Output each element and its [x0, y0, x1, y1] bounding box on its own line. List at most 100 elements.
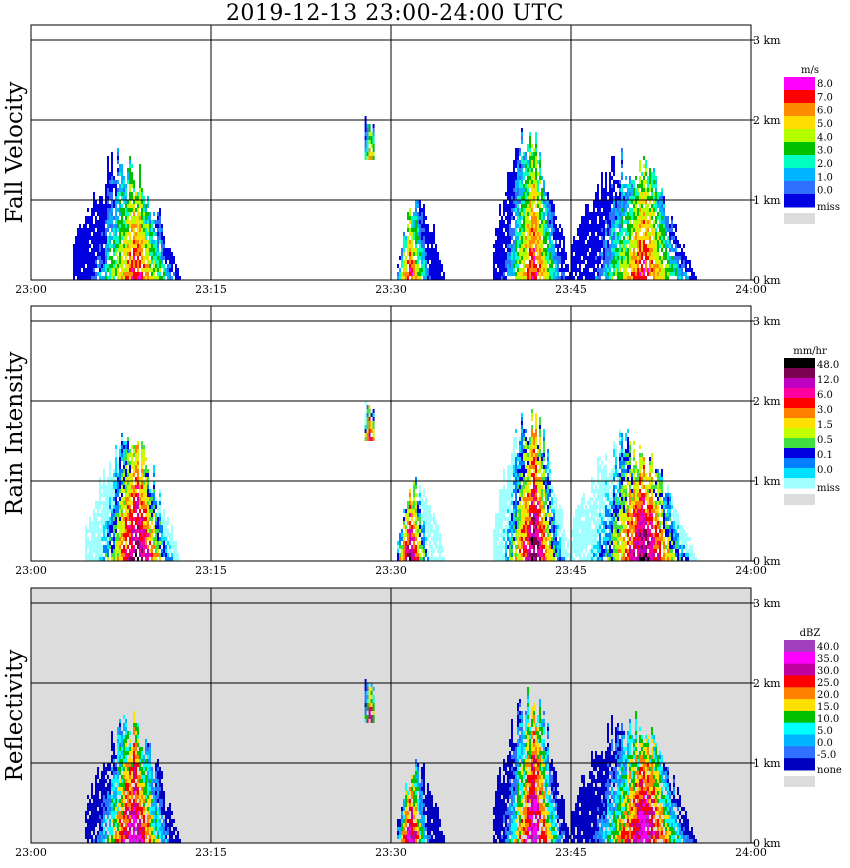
- echo-cell: [505, 228, 507, 232]
- echo-cell: [527, 204, 529, 208]
- echo-cell: [119, 264, 121, 268]
- echo-cell: [559, 224, 561, 228]
- echo-cell: [499, 248, 501, 252]
- echo-cell: [537, 533, 539, 537]
- echo-cell: [93, 264, 95, 268]
- echo-cell: [549, 537, 551, 541]
- echo-cell: [147, 549, 149, 553]
- echo-cell: [125, 457, 127, 461]
- echo-cell: [665, 216, 667, 220]
- echo-cell: [641, 200, 643, 204]
- echo-cell: [611, 248, 613, 252]
- echo-cell: [531, 144, 533, 148]
- echo-cell: [661, 232, 663, 236]
- echo-cell: [137, 521, 139, 525]
- echo-cell: [515, 152, 517, 156]
- echo-cell: [105, 236, 107, 240]
- echo-cell: [419, 529, 421, 533]
- echo-cell: [661, 236, 663, 240]
- echo-cell: [413, 248, 415, 252]
- echo-cell: [651, 188, 653, 192]
- echo-cell: [499, 545, 501, 549]
- echo-cell: [405, 541, 407, 545]
- echo-cell: [115, 220, 117, 224]
- echo-cell: [525, 457, 527, 461]
- echo-cell: [79, 224, 81, 228]
- echo-cell: [105, 537, 107, 541]
- echo-cell: [147, 260, 149, 264]
- echo-cell: [403, 553, 405, 557]
- echo-cell: [423, 228, 425, 232]
- echo-cell: [613, 164, 615, 168]
- echo-cell: [113, 501, 115, 505]
- echo-cell: [523, 244, 525, 248]
- echo-cell: [521, 212, 523, 216]
- echo-cell: [103, 513, 105, 517]
- echo-cell: [113, 481, 115, 485]
- echo-cell: [427, 236, 429, 240]
- echo-cell: [403, 268, 405, 272]
- echo-cell: [173, 553, 175, 557]
- echo-cell: [549, 220, 551, 224]
- echo-cell: [111, 200, 113, 204]
- echo-cell: [405, 557, 407, 561]
- echo-cell: [517, 268, 519, 272]
- echo-cell: [517, 264, 519, 268]
- echo-cell: [401, 549, 403, 553]
- echo-cell: [517, 204, 519, 208]
- echo-cell: [421, 549, 423, 553]
- echo-cell: [549, 513, 551, 517]
- echo-cell: [659, 260, 661, 264]
- echo-cell: [561, 276, 563, 280]
- echo-cell: [415, 513, 417, 517]
- echo-cell: [635, 256, 637, 260]
- echo-cell: [169, 557, 171, 561]
- echo-cell: [587, 276, 589, 280]
- echo-cell: [601, 184, 603, 188]
- echo-cell: [107, 505, 109, 509]
- echo-cell: [131, 268, 133, 272]
- echo-cell: [555, 513, 557, 517]
- echo-cell: [409, 256, 411, 260]
- echo-cell: [613, 268, 615, 272]
- echo-cell: [515, 264, 517, 268]
- echo-cell: [97, 501, 99, 505]
- echo-cell: [627, 252, 629, 256]
- echo-cell: [125, 268, 127, 272]
- echo-cell: [411, 260, 413, 264]
- echo-cell: [419, 224, 421, 228]
- echo-cell: [93, 192, 95, 196]
- echo-cell: [115, 529, 117, 533]
- echo-cell: [643, 236, 645, 240]
- echo-cell: [157, 232, 159, 236]
- echo-cell: [411, 549, 413, 553]
- echo-cell: [631, 260, 633, 264]
- echo-cell: [115, 469, 117, 473]
- echo-cell: [631, 264, 633, 268]
- echo-cell: [507, 184, 509, 188]
- echo-cell: [423, 208, 425, 212]
- echo-cell: [519, 493, 521, 497]
- echo-cell: [681, 264, 683, 268]
- echo-cell: [573, 276, 575, 280]
- echo-cell: [119, 513, 121, 517]
- echo-cell: [547, 244, 549, 248]
- echo-cell: [535, 517, 537, 521]
- echo-cell: [527, 192, 529, 196]
- colorbar-swatch: [784, 181, 815, 195]
- echo-cell: [167, 529, 169, 533]
- echo-cell: [155, 224, 157, 228]
- echo-cell: [521, 505, 523, 509]
- echo-cell: [597, 200, 599, 204]
- echo-cell: [93, 196, 95, 200]
- echo-cell: [93, 244, 95, 248]
- echo-cell: [533, 188, 535, 192]
- echo-cell: [515, 553, 517, 557]
- echo-cell: [533, 465, 535, 469]
- echo-cell: [153, 212, 155, 216]
- echo-cell: [539, 252, 541, 256]
- echo-cell: [539, 521, 541, 525]
- echo-cell: [525, 152, 527, 156]
- echo-cell: [535, 268, 537, 272]
- echo-cell: [593, 256, 595, 260]
